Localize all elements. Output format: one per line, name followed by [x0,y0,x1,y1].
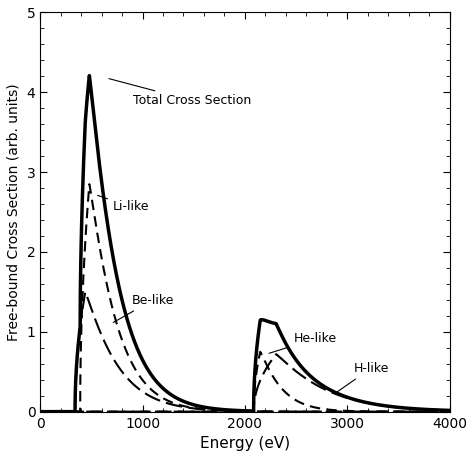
Text: Li-like: Li-like [98,196,149,213]
X-axis label: Energy (eV): Energy (eV) [200,436,290,451]
Text: Be-like: Be-like [113,294,173,322]
Y-axis label: Free-bound Cross Section (arb. units): Free-bound Cross Section (arb. units) [7,83,21,341]
Text: H-like: H-like [335,362,389,393]
Text: Total Cross Section: Total Cross Section [109,79,252,107]
Text: He-like: He-like [269,332,337,353]
